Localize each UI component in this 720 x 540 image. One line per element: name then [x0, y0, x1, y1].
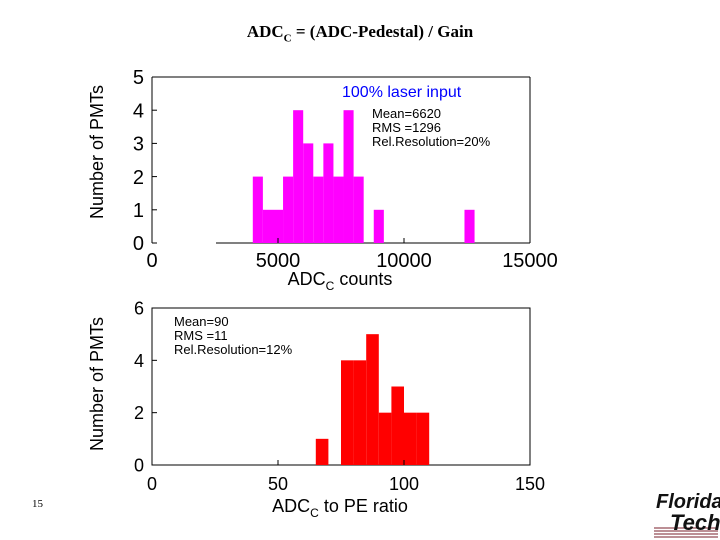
histogram-bar: [378, 412, 392, 465]
slide-title: ADCC = (ADC-Pedestal) / Gain: [0, 22, 720, 44]
stats-line: RMS =11: [174, 328, 228, 343]
stats-line: Mean=6620: [372, 106, 441, 121]
florida-tech-logo: Florida Tech: [654, 491, 720, 538]
x-tick-label: 150: [515, 474, 545, 494]
y-tick-label: 4: [133, 100, 144, 122]
logo-line2: Tech: [670, 510, 720, 535]
x-tick-label: 100: [389, 474, 419, 494]
x-tick-label: 0: [146, 250, 157, 272]
y-tick-label: 4: [134, 351, 144, 371]
y-tick-label: 6: [134, 298, 144, 318]
histogram-bar: [323, 143, 334, 243]
y-tick-label: 2: [133, 167, 144, 189]
stats-line: Mean=90: [174, 314, 229, 329]
x-axis-label-prefix: ADC: [272, 496, 310, 516]
y-tick-label: 0: [134, 455, 144, 475]
histogram-bar: [373, 209, 384, 243]
histogram-bar: [333, 176, 344, 243]
x-axis-label: ADCC counts: [288, 269, 393, 293]
histogram-bar: [343, 110, 354, 243]
x-axis-label: ADCC to PE ratio: [272, 496, 408, 520]
histogram-bar: [313, 176, 324, 243]
histogram-bar: [404, 412, 417, 465]
title-suffix: = (ADC-Pedestal) / Gain: [291, 22, 474, 41]
x-axis-label-suffix: to PE ratio: [319, 496, 408, 516]
y-tick-label: 0: [133, 233, 144, 255]
logo-stripes: [654, 527, 718, 538]
x-axis-label-suffix: counts: [334, 269, 392, 289]
x-tick-label: 15000: [502, 250, 558, 272]
x-axis-label-subscript: C: [310, 506, 319, 520]
stats-line: RMS =1296: [372, 120, 441, 135]
x-axis-label-prefix: ADC: [288, 269, 326, 289]
stats-line: Rel.Resolution=20%: [372, 134, 491, 149]
x-axis-label-subscript: C: [326, 279, 335, 293]
y-axis-label: Number of PMTs: [87, 85, 107, 219]
x-tick-label: 10000: [376, 250, 432, 272]
histogram-bar: [464, 209, 475, 243]
histogram-bar: [341, 360, 354, 465]
histogram-bar: [283, 176, 294, 243]
y-tick-label: 2: [134, 403, 144, 423]
adc-counts-histogram: 0 1 2 3 4 5 0 5000 10000 15000 Number of PMTs ADCC …: [87, 67, 558, 293]
adc-pe-ratio-histogram: 0 2 4 6 0 50 100 150 Number of PMTs ADCC to PE ra…: [87, 298, 545, 520]
histogram-bar: [315, 438, 329, 465]
laser-input-annotation: 100% laser input: [342, 84, 462, 101]
histogram-bar: [366, 334, 379, 465]
title-prefix: ADC: [246, 22, 284, 41]
title-subscript: C: [283, 32, 292, 45]
stats-line: Rel.Resolution=12%: [174, 342, 293, 357]
histogram-bar: [353, 176, 364, 243]
page-number: 15: [32, 498, 43, 510]
histogram-bar: [391, 386, 404, 465]
x-tick-label: 50: [268, 474, 288, 494]
histogram-bar: [416, 412, 430, 465]
histogram-bar: [262, 209, 284, 243]
x-tick-label: 0: [147, 474, 157, 494]
y-tick-label: 5: [133, 67, 144, 89]
y-tick-label: 1: [133, 200, 144, 222]
histogram-bar: [303, 143, 314, 243]
y-axis-label: Number of PMTs: [87, 317, 107, 451]
histogram-bar: [353, 360, 367, 465]
x-tick-label: 5000: [256, 250, 301, 272]
logo-line1: Florida: [656, 491, 720, 513]
histogram-bar: [293, 110, 304, 243]
y-tick-label: 3: [133, 134, 144, 156]
histogram-bar: [252, 176, 263, 243]
